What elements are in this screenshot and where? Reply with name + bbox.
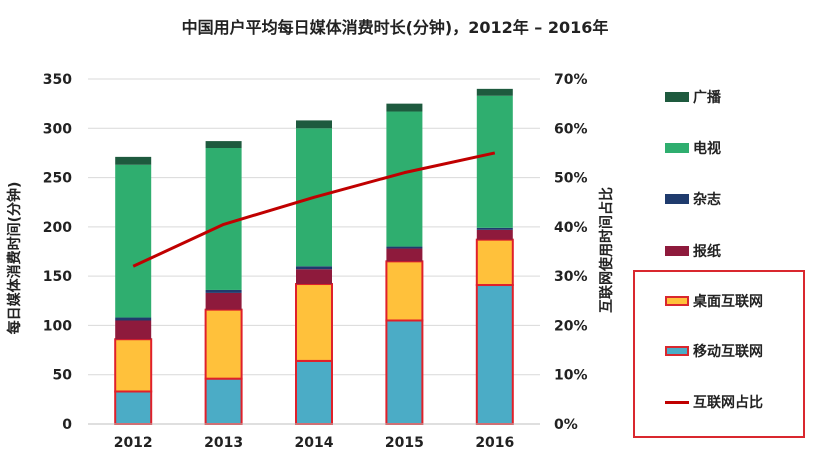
- legend-label: 移动互联网: [693, 344, 763, 360]
- bar-segment: [386, 248, 423, 262]
- y2-tick-label: 0%: [554, 417, 578, 433]
- bar-segment: [205, 289, 242, 293]
- y-axis-title-right-text: 互联网使用时间占比: [599, 187, 615, 313]
- legend-label: 报纸: [693, 244, 721, 260]
- y-tick-label: 100: [43, 318, 72, 334]
- y2-tick-label: 70%: [554, 72, 588, 88]
- x-tick-label: 2013: [204, 435, 243, 451]
- y2-tick-label: 30%: [554, 269, 588, 285]
- bar-segment: [386, 246, 423, 249]
- bar-segment: [476, 95, 513, 228]
- bar-segment: [475, 238, 514, 287]
- x-tick-label: 2016: [475, 435, 514, 451]
- y2-tick-label: 50%: [554, 171, 588, 187]
- bar-segment: [204, 377, 243, 425]
- bar-segment: [205, 292, 242, 310]
- legend-label: 桌面互联网: [693, 294, 763, 310]
- bar-segment: [295, 359, 333, 425]
- bar-segment: [204, 308, 243, 380]
- legend-item: 互联网占比: [665, 393, 763, 411]
- x-tick-label: 2012: [114, 435, 153, 451]
- bar-segment: [115, 317, 152, 321]
- y-tick-label: 150: [43, 269, 72, 285]
- legend-item: 移动互联网: [665, 342, 763, 360]
- bar-segment: [114, 390, 153, 426]
- legend-label: 电视: [693, 141, 721, 157]
- y-tick-label: 0: [62, 417, 72, 433]
- bar-segment: [114, 338, 153, 393]
- legend-swatch: [665, 92, 689, 102]
- bar-segment: [385, 319, 424, 425]
- y2-tick-label: 20%: [554, 318, 588, 334]
- internet-share-line: [132, 151, 496, 268]
- legend-highlight-box: [633, 270, 805, 438]
- bar-segment: [115, 320, 152, 340]
- legend-swatch: [665, 346, 689, 356]
- chart-title: 中国用户平均每日媒体消费时长(分钟)，2012年 – 2016年: [181, 18, 609, 37]
- legend-swatch: [665, 400, 689, 404]
- bar-segment: [205, 148, 242, 290]
- legend-item: 广播: [665, 88, 721, 106]
- bar-segment: [115, 156, 152, 165]
- y2-tick-label: 60%: [554, 121, 588, 137]
- y-tick-label: 50: [53, 368, 73, 384]
- legend-item: 报纸: [665, 242, 721, 260]
- bar-segment: [476, 227, 513, 230]
- legend-swatch: [665, 296, 689, 306]
- legend-swatch: [665, 194, 689, 204]
- y-tick-label: 200: [43, 220, 72, 236]
- bar-segment: [205, 141, 242, 148]
- y-tick-label: 300: [43, 121, 72, 137]
- legend-item: 杂志: [665, 190, 721, 208]
- y2-tick-label: 10%: [554, 368, 588, 384]
- legend-item: 电视: [665, 139, 721, 157]
- y-tick-label: 250: [43, 171, 72, 187]
- y-tick-label: 350: [43, 72, 72, 88]
- bar-segment: [385, 260, 424, 322]
- bar-segment: [295, 283, 333, 362]
- legend-label: 互联网占比: [693, 395, 763, 411]
- y-axis-title-left-text: 每日媒体消费时间(分钟): [7, 181, 23, 335]
- bar-segment: [296, 120, 332, 129]
- bar-segment: [115, 164, 152, 318]
- bar-segment: [296, 266, 332, 270]
- legend-label: 杂志: [693, 192, 721, 208]
- y2-tick-label: 40%: [554, 220, 588, 236]
- bar-segment: [475, 284, 514, 425]
- x-tick-label: 2014: [295, 435, 334, 451]
- bar-segment: [476, 88, 513, 96]
- x-tick-label: 2015: [385, 435, 424, 451]
- bar-segment: [386, 103, 423, 112]
- legend-swatch: [665, 246, 689, 256]
- bar-segment: [476, 229, 513, 240]
- bar-segment: [296, 269, 332, 285]
- legend-label: 广播: [693, 90, 721, 106]
- bar-segment: [386, 111, 423, 247]
- legend-item: 桌面互联网: [665, 292, 763, 310]
- legend-swatch: [665, 143, 689, 153]
